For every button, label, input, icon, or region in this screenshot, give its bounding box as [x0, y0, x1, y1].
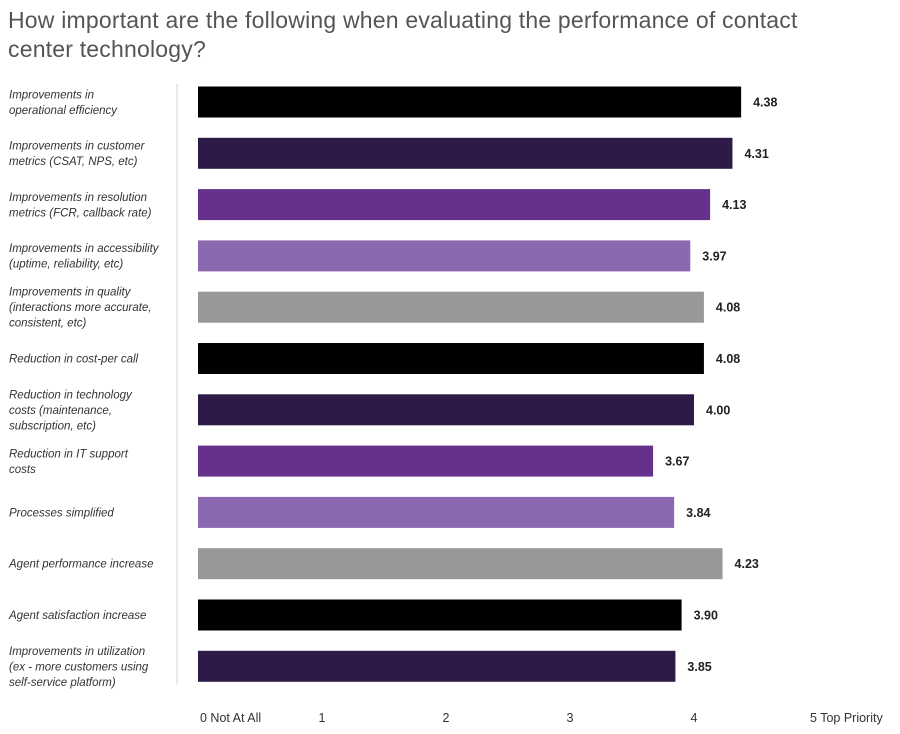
bar — [198, 86, 742, 118]
category-label: Reduction in technology costs (maintenanc… — [9, 389, 133, 432]
category-label: Agent satisfaction increase — [8, 610, 146, 622]
value-label: 3.90 — [694, 609, 718, 623]
bar — [198, 137, 733, 169]
category-label: Improvements in quality (interactions mor… — [9, 287, 152, 330]
x-tick-label: 1 — [319, 711, 326, 725]
value-label: 3.67 — [665, 455, 689, 469]
x-tick-label: 2 — [443, 711, 450, 725]
x-tick-label: 3 — [567, 711, 574, 725]
category-label: Improvements in accessibility (uptime, re… — [9, 243, 160, 271]
value-label: 4.38 — [753, 96, 777, 110]
category-label: Improvements in resolution metrics (FCR, … — [9, 192, 152, 220]
bar — [198, 650, 676, 682]
value-label: 4.08 — [716, 301, 740, 315]
bar — [198, 394, 694, 426]
bar — [198, 445, 654, 477]
x-tick-label: 0 Not At All — [200, 711, 261, 725]
bar — [198, 240, 691, 272]
value-label: 3.84 — [686, 506, 710, 520]
bar — [198, 189, 711, 221]
bar — [198, 548, 723, 580]
value-label: 3.97 — [702, 249, 726, 263]
value-label: 4.23 — [735, 557, 759, 571]
value-label: 4.08 — [716, 352, 740, 366]
bar — [198, 343, 704, 374]
value-label: 4.13 — [722, 198, 746, 212]
category-label: Processes simplified — [9, 507, 114, 519]
x-tick-label: 5 Top Priority — [810, 711, 883, 725]
value-label: 4.31 — [744, 147, 768, 161]
chart-title: How important are the following when eva… — [8, 7, 798, 62]
tick-layer: 0 Not At All 1 2 3 4 5 Top Priority — [200, 711, 883, 725]
bar — [198, 291, 704, 323]
bar — [198, 496, 675, 528]
category-label: Agent performance increase — [8, 559, 153, 571]
bar — [198, 599, 682, 631]
category-label: Improvements in operational efficiency — [9, 89, 118, 117]
bar-layer — [198, 86, 742, 682]
category-label: Reduction in IT support costs — [9, 448, 129, 476]
label-layer: 4.38 Improvements in operational efficienc… — [8, 89, 777, 689]
category-label: Improvements in utilization (ex - more cu… — [9, 646, 149, 689]
value-label: 4.00 — [706, 403, 730, 417]
value-label: 3.85 — [687, 660, 711, 674]
category-label: Improvements in customer metrics (CSAT, N… — [9, 141, 146, 169]
x-tick-label: 4 — [691, 711, 698, 725]
category-label: Reduction in cost-per call — [9, 354, 139, 366]
